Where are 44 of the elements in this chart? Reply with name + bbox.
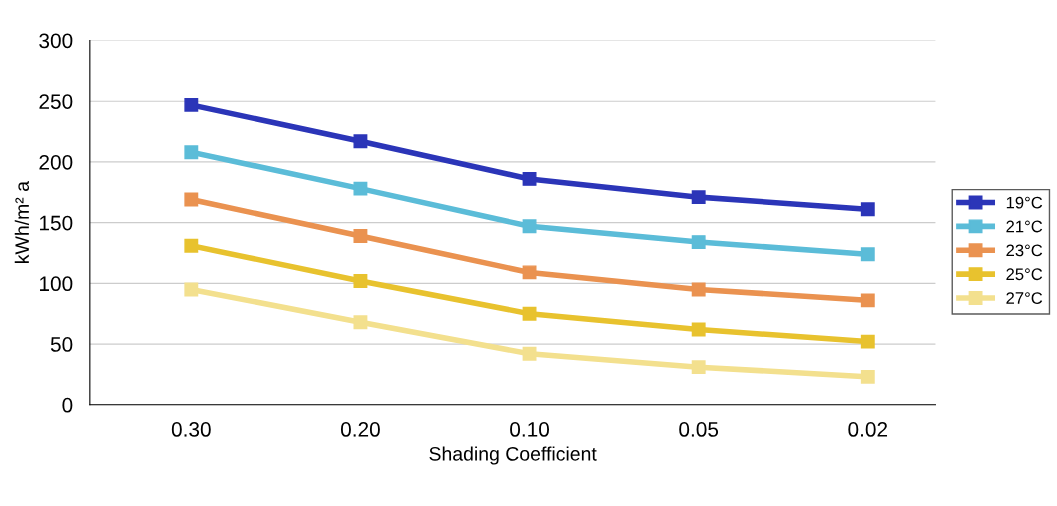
point — [691, 360, 706, 375]
point — [522, 265, 537, 280]
x-axis-title: Shading Coefficient — [429, 446, 597, 465]
point — [353, 315, 368, 330]
x-tick-label: 0.05 — [679, 422, 719, 437]
point — [353, 229, 368, 243]
point — [522, 171, 537, 186]
point — [860, 334, 875, 349]
point — [353, 181, 368, 196]
point — [184, 238, 199, 253]
legend-label: 25°C — [1006, 268, 1043, 281]
point — [860, 293, 875, 308]
y-tick-label: 200 — [39, 154, 73, 170]
y-tick-label: 0 — [62, 397, 73, 413]
point — [691, 282, 706, 297]
legend-label: 19°C — [1006, 196, 1043, 209]
point — [522, 219, 537, 234]
y-tick-label: 250 — [39, 94, 73, 109]
point — [522, 346, 537, 361]
legend-label: 27°C — [1006, 292, 1043, 304]
point — [691, 235, 706, 250]
point — [184, 192, 199, 207]
point — [522, 306, 537, 321]
point — [184, 145, 199, 160]
x-tick-label: 0.02 — [848, 422, 888, 437]
x-tick-label: 0.10 — [510, 422, 550, 437]
point — [860, 247, 875, 262]
x-tick-label: 0.30 — [171, 422, 211, 437]
legend-label: 21°C — [1006, 220, 1043, 233]
y-axis-title: kWh/m² a — [14, 181, 30, 263]
x-tick-label: 0.20 — [340, 422, 380, 437]
point — [691, 190, 706, 205]
y-tick-label: 300 — [39, 33, 73, 49]
point — [691, 322, 706, 337]
point — [860, 369, 875, 384]
legend-label: 23°C — [1006, 244, 1043, 257]
y-tick-label: 100 — [40, 276, 73, 292]
point — [184, 97, 199, 112]
point — [184, 282, 199, 297]
y-tick-label: 150 — [40, 215, 73, 231]
y-tick-label: 50 — [50, 337, 73, 352]
point — [860, 202, 875, 217]
point — [353, 134, 368, 149]
point — [353, 273, 368, 288]
